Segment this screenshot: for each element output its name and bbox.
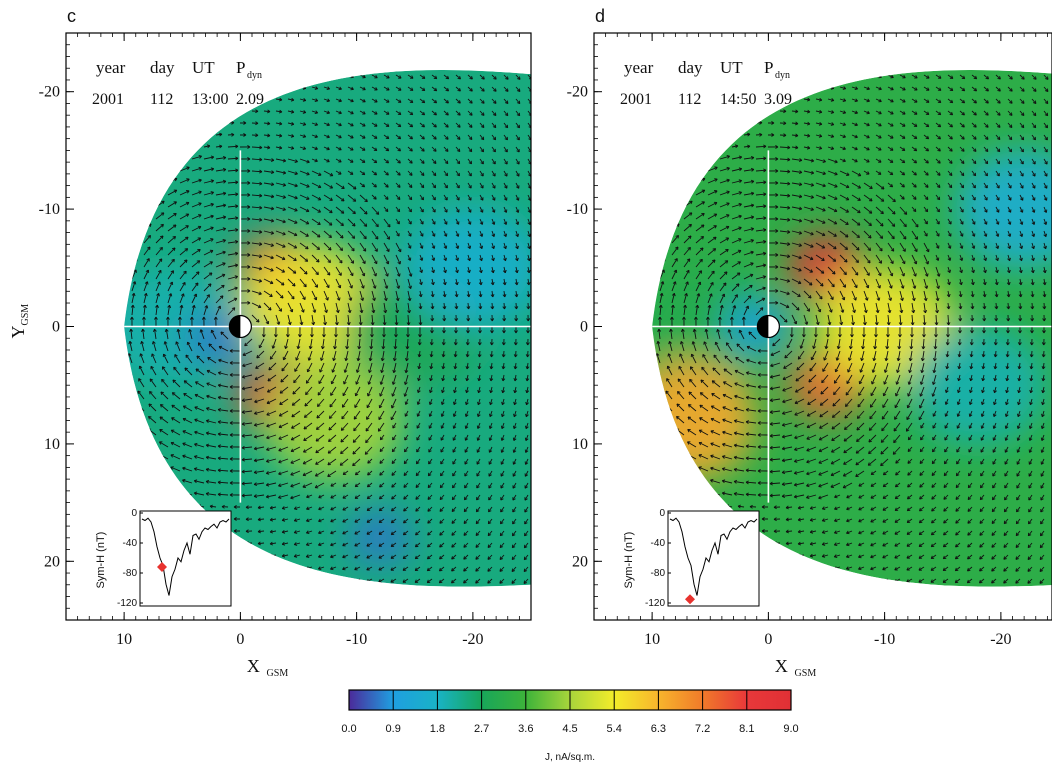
symh-marker bbox=[685, 594, 695, 605]
x-tick-label: 0 bbox=[236, 631, 244, 648]
symh-label: Sym-H (nT) bbox=[95, 532, 107, 589]
colorbar-segment bbox=[746, 690, 791, 710]
colorbar-segment bbox=[570, 690, 615, 710]
header-value: 2.09 bbox=[236, 91, 264, 108]
colorbar-tick-label: 0.9 bbox=[386, 723, 401, 735]
colorbar-tick-label: 1.8 bbox=[430, 723, 445, 735]
y-tick-label: 10 bbox=[44, 436, 60, 453]
current-density-heatmap bbox=[652, 70, 1052, 587]
colorbar-label: J, nA/sq.m. bbox=[545, 752, 595, 763]
panel-label: c bbox=[67, 6, 76, 26]
colorbar-tick-label: 9.0 bbox=[783, 723, 798, 735]
heatmap-region bbox=[908, 325, 1047, 446]
x-axis-label: X bbox=[775, 656, 788, 676]
colorbar-tick-label: 4.5 bbox=[562, 723, 577, 735]
x-tick-label: -20 bbox=[462, 631, 483, 648]
colorbar-segment bbox=[702, 690, 747, 710]
symh-label: Sym-H (nT) bbox=[623, 532, 635, 589]
symh-marker bbox=[157, 562, 167, 572]
y-tick-label: -10 bbox=[567, 201, 588, 218]
header-value: 112 bbox=[678, 91, 701, 108]
colorbar-tick-label: 2.7 bbox=[474, 723, 489, 735]
x-tick-label: -20 bbox=[990, 631, 1011, 648]
colorbar-segment bbox=[525, 690, 570, 710]
y-tick-label: -10 bbox=[39, 201, 60, 218]
current-vectors bbox=[652, 71, 1049, 584]
current-density-heatmap bbox=[124, 70, 531, 587]
x-tick-label: 0 bbox=[764, 631, 772, 648]
colorbar-segment bbox=[349, 690, 394, 710]
x-tick-label: -10 bbox=[874, 631, 895, 648]
heatmap-region bbox=[955, 149, 1052, 270]
header-value: 13:00 bbox=[192, 91, 228, 108]
colorbar-tick-label: 3.6 bbox=[518, 723, 533, 735]
x-tick-label: 10 bbox=[116, 631, 132, 648]
heatmap-region bbox=[347, 509, 413, 566]
heatmap-region bbox=[264, 360, 403, 481]
y-tick-label: -20 bbox=[39, 84, 60, 101]
colorbar-tick-label: 0.0 bbox=[341, 723, 356, 735]
colorbar-segment bbox=[658, 690, 703, 710]
header-value: 3.09 bbox=[764, 91, 792, 108]
header-value: 2001 bbox=[620, 91, 652, 108]
colorbar-segment bbox=[614, 690, 659, 710]
x-axis-label-sub: GSM bbox=[795, 668, 817, 679]
colorbar-tick-label: 6.3 bbox=[651, 723, 666, 735]
panel-label: d bbox=[595, 6, 605, 26]
colorbar-tick-label: 8.1 bbox=[739, 723, 754, 735]
colorbar-tick-label: 5.4 bbox=[607, 723, 622, 735]
y-tick-label: 0 bbox=[52, 319, 60, 336]
header-value: 2001 bbox=[92, 91, 124, 108]
y-tick-label: -20 bbox=[567, 84, 588, 101]
colorbar: 0.0 0.9 1.8 2.7 3.6 4.5 5.4 6.3 7.2 8.1 9.0 J, nA/s… bbox=[341, 689, 799, 763]
x-axis-label: X bbox=[247, 656, 260, 676]
colorbar-tick-label: 7.2 bbox=[695, 723, 710, 735]
heatmap-region bbox=[403, 207, 531, 328]
x-tick-label: -10 bbox=[346, 631, 367, 648]
colorbar-segment bbox=[481, 690, 526, 710]
header-value: 14:50 bbox=[720, 91, 756, 108]
y-tick-label: 10 bbox=[572, 436, 588, 453]
colorbar-segment bbox=[393, 690, 438, 710]
y-tick-label: 0 bbox=[580, 319, 588, 336]
y-tick-label: 20 bbox=[572, 553, 588, 570]
colorbar-segment bbox=[437, 690, 482, 710]
x-axis-label-sub: GSM bbox=[267, 668, 289, 679]
y-tick-label: 20 bbox=[44, 553, 60, 570]
header-value: 112 bbox=[150, 91, 173, 108]
x-tick-label: 10 bbox=[644, 631, 660, 648]
